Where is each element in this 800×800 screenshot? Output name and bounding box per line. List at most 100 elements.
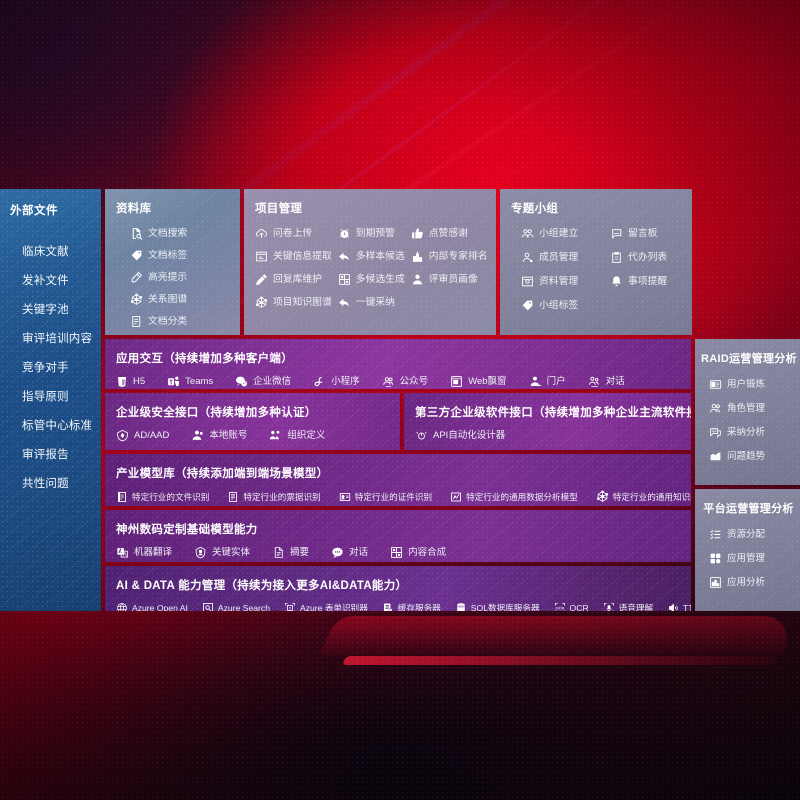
item-todo-list[interactable]: 代办列表 [600, 251, 683, 264]
card-library: 资料库 文档搜索 文档标签 高亮提示 [105, 189, 240, 335]
entity-shield-icon [194, 546, 207, 559]
item-reviewer-profile[interactable]: 评审员画像 [411, 273, 488, 286]
item-app-management[interactable]: 应用管理 [701, 552, 796, 565]
item-multi-candidate-generation[interactable]: 多候选生成 [338, 273, 405, 286]
item-file-recognition[interactable]: 特定行业的文件识别 [116, 491, 209, 503]
item-local-account[interactable]: 本地账号 [191, 429, 247, 442]
item-azure-form-recognizer[interactable]: Azure 表单识别器 [284, 602, 368, 611]
item-api-auto-designer[interactable]: API自动化设计器 [415, 429, 505, 442]
item-cache-server[interactable]: 缓存服务器 [382, 602, 441, 611]
item-like-thanks[interactable]: 点赞感谢 [411, 227, 488, 240]
sidebar-item-guiding-principles[interactable]: 指导原则 [22, 390, 69, 403]
card-title: 资料库 [116, 203, 152, 215]
item-mini-program[interactable]: 小程序 [313, 375, 360, 388]
item-speech-understanding[interactable]: 语音理解 [603, 602, 653, 611]
item-label: 问题趋势 [727, 451, 766, 463]
item-organization-definition[interactable]: 组织定义 [269, 429, 325, 442]
item-user-training[interactable]: 用户锻炼 [701, 378, 796, 391]
id-recognize-icon [339, 491, 351, 503]
item-id-recognition[interactable]: 特定行业的证件识别 [339, 491, 432, 503]
sidebar-title: 外部文件 [10, 205, 58, 217]
item-label: 关系图谱 [148, 294, 188, 306]
sidebar-item-supplement-files[interactable]: 发补文件 [22, 274, 69, 287]
item-teams[interactable]: Teams [167, 375, 213, 388]
base-model-items: 机器翻译 关键实体 摘要 对话 [116, 546, 682, 559]
item-data-analysis-model[interactable]: 特定行业的通用数据分析模型 [450, 491, 578, 503]
item-label: 资料管理 [539, 276, 579, 288]
item-key-entity[interactable]: 关键实体 [194, 546, 250, 559]
item-azure-search[interactable]: Azure Search [202, 602, 270, 611]
item-issue-trend[interactable]: 问题趋势 [701, 450, 796, 463]
item-label: 多样本候选 [355, 251, 405, 263]
item-knowledge-graph-model[interactable]: 特定行业的通用知识图谱模型 [596, 490, 691, 503]
item-project-knowledge-graph[interactable]: 项目知识图谱 [255, 296, 332, 309]
item-dialog[interactable]: 对话 [588, 375, 625, 388]
item-receipt-recognition[interactable]: 特定行业的票据识别 [227, 491, 321, 503]
lower-left-stack: 应用交互（持续增加多种客户端） H5 Teams 企业微信 [105, 339, 691, 611]
item-task-reminder[interactable]: 事项提醒 [600, 275, 683, 288]
item-machine-translation[interactable]: 机器翻译 [116, 546, 172, 559]
item-document-search[interactable]: 文档搜索 [116, 227, 231, 240]
item-material-management[interactable]: 资料管理 [511, 275, 594, 288]
item-key-info-extraction[interactable]: 关键信息提取 [255, 250, 332, 263]
item-label: Azure Open AI [132, 603, 188, 611]
item-content-synthesis[interactable]: 内容合成 [390, 546, 446, 559]
raid-item-grid: 用户锻炼 角色管理 QA 采纳分析 问题趋势 [701, 378, 796, 463]
item-tts[interactable]: TTS [667, 602, 691, 611]
item-h5[interactable]: H5 [116, 376, 145, 388]
item-official-account[interactable]: 公众号 [382, 375, 428, 388]
item-group-creation[interactable]: 小组建立 [511, 227, 594, 240]
item-label: 关键实体 [212, 547, 251, 559]
card-title: 平台运营管理分析 [703, 503, 794, 515]
item-document-classification[interactable]: 文档分类 [116, 315, 231, 328]
trend-chart-icon [709, 450, 722, 463]
mini-program-icon [313, 375, 326, 388]
item-ad-aad[interactable]: AD/AAD [116, 429, 169, 442]
sidebar-item-competitors[interactable]: 竞争对手 [22, 361, 69, 374]
sidebar-item-clinical-literature[interactable]: 临床文献 [22, 245, 69, 258]
item-expiry-alert[interactable]: 到期预警 [338, 227, 405, 240]
item-ocr[interactable]: OCR OCR [554, 602, 589, 611]
item-document-tag[interactable]: 文档标签 [116, 249, 231, 262]
item-portal[interactable]: 门户 [529, 375, 566, 388]
item-label: 小程序 [331, 376, 360, 388]
card-title: 专题小组 [511, 203, 559, 215]
sidebar-item-standards-center[interactable]: 标管中心标准 [22, 419, 93, 432]
item-wechat-work[interactable]: 企业微信 [235, 375, 291, 388]
third-party-items: API自动化设计器 [415, 429, 682, 442]
card-industry-models: 产业模型库（持续添加端到端场景模型） 特定行业的文件识别 特定行业的票据识别 [105, 454, 691, 506]
item-highlight-hint[interactable]: 高亮提示 [116, 271, 231, 284]
item-label: 代办列表 [628, 252, 668, 264]
sidebar-item-review-training[interactable]: 审评培训内容 [22, 332, 93, 345]
item-questionnaire-upload[interactable]: 问卷上传 [255, 227, 332, 240]
item-internal-expert-ranking[interactable]: 内部专家排名 [411, 250, 488, 263]
item-label: 应用分析 [727, 577, 766, 589]
item-dialog[interactable]: 对话 [331, 546, 368, 559]
card-base-model-capability: 神州数码定制基础模型能力 机器翻译 关键实体 摘要 [105, 510, 691, 562]
sidebar-item-keyword-pool[interactable]: 关键字池 [22, 303, 69, 316]
item-adoption-analysis[interactable]: QA 采纳分析 [701, 426, 796, 439]
item-app-analysis[interactable]: 应用分析 [701, 576, 796, 589]
item-summary[interactable]: 摘要 [272, 546, 309, 559]
item-label: 高亮提示 [148, 272, 188, 284]
item-member-management[interactable]: 成员管理 [511, 251, 594, 264]
item-label: Teams [185, 376, 214, 388]
item-resource-allocation[interactable]: 资源分配 [701, 528, 796, 541]
item-label: 多候选生成 [355, 274, 405, 286]
item-role-management[interactable]: 角色管理 [701, 402, 796, 415]
item-relation-graph[interactable]: 关系图谱 [116, 293, 231, 306]
sql-database-icon [455, 602, 467, 611]
card-title: RAID运营管理分析 [701, 353, 797, 365]
item-message-board[interactable]: 留言板 [600, 227, 683, 240]
svg-text:OCR: OCR [555, 606, 564, 611]
item-multi-sample-candidates[interactable]: 多样本候选 [338, 250, 405, 263]
item-one-click-adopt[interactable]: 一键采纳 [338, 296, 405, 309]
item-azure-open-ai[interactable]: Azure Open AI [116, 602, 188, 611]
item-web-float-window[interactable]: Web飘窗 [450, 375, 507, 388]
item-reply-library-maintenance[interactable]: 回复库维护 [255, 273, 332, 286]
sidebar-item-common-issues[interactable]: 共性问题 [22, 477, 69, 490]
item-group-tag[interactable]: 小组标签 [511, 299, 594, 312]
item-sql-database-server[interactable]: SQL数据库服务器 [455, 602, 540, 611]
sidebar-item-review-report[interactable]: 审评报告 [22, 448, 69, 461]
item-label: 企业微信 [253, 376, 292, 388]
